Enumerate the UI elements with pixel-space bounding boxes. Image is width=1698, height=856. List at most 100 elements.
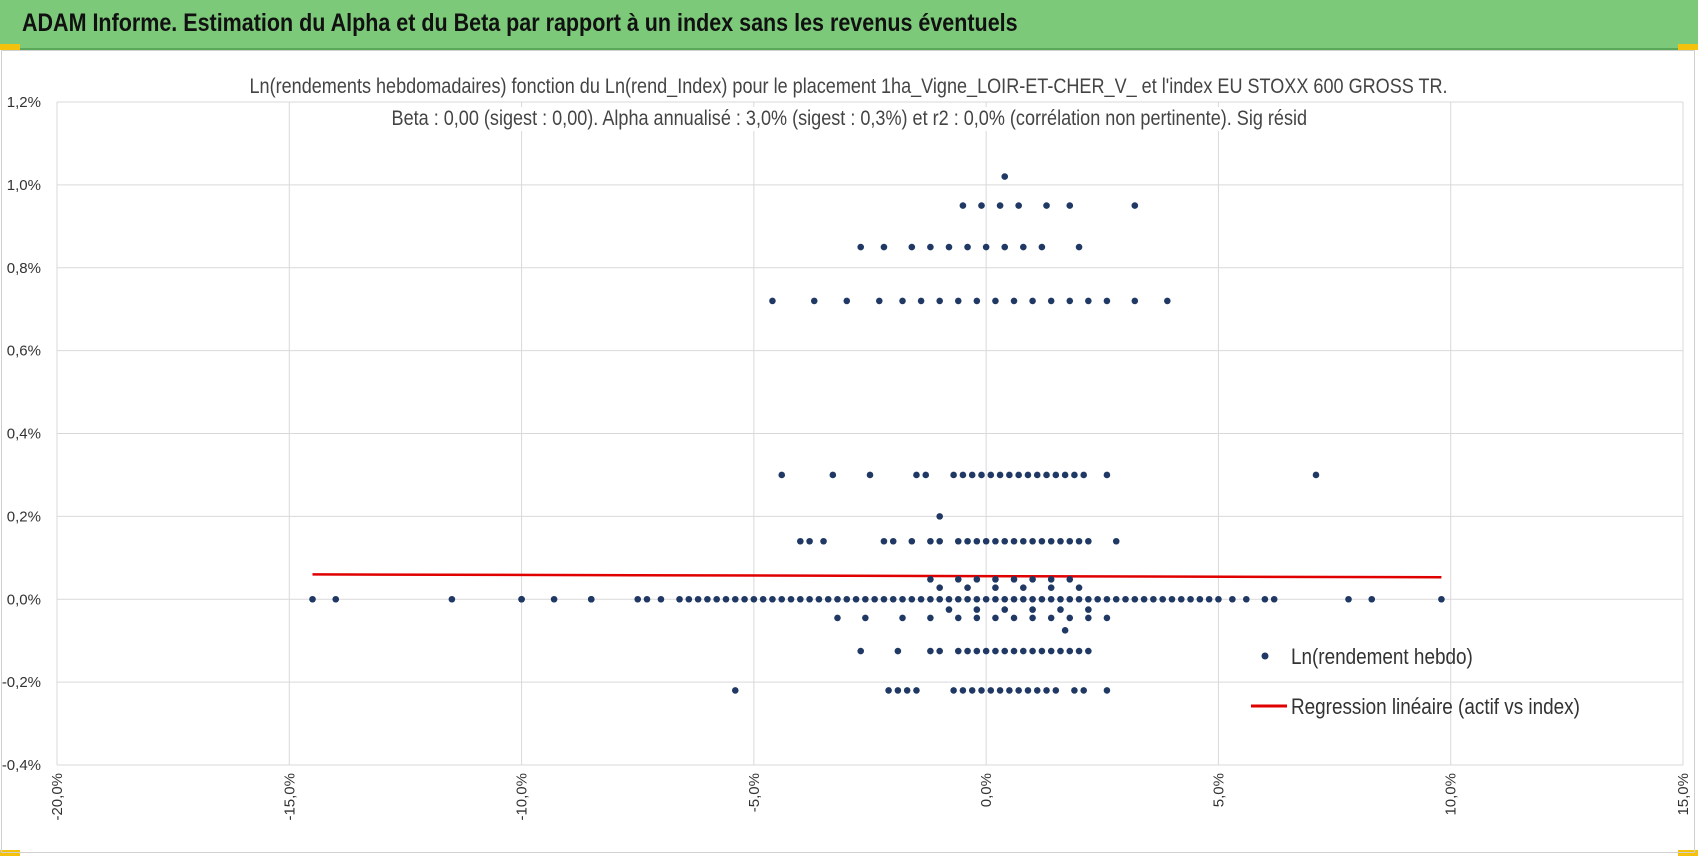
regression-line: [312, 573, 1442, 579]
data-point: [1103, 614, 1111, 622]
data-point: [634, 595, 642, 603]
data-point: [880, 537, 888, 545]
data-point: [982, 647, 990, 655]
data-point: [950, 687, 957, 694]
data-point: [1010, 576, 1018, 583]
data-point: [913, 687, 920, 694]
data-point: [1112, 537, 1120, 545]
data-point: [996, 471, 1004, 479]
data-point: [309, 595, 316, 603]
data-point: [927, 243, 934, 251]
data-point: [1029, 614, 1036, 622]
data-point: [1001, 606, 1009, 613]
data-point: [954, 576, 962, 583]
data-point: [1066, 614, 1074, 622]
data-point: [1024, 471, 1032, 479]
data-point: [889, 595, 897, 603]
data-point: [1071, 687, 1078, 694]
data-point: [964, 595, 971, 603]
data-point: [982, 243, 990, 251]
data-point: [875, 297, 883, 305]
data-point: [1066, 576, 1074, 583]
data-point: [1164, 297, 1171, 305]
data-point: [810, 297, 818, 305]
data-point: [1033, 471, 1041, 479]
data-point: [903, 687, 911, 694]
data-point: [1015, 202, 1022, 209]
data-point: [1038, 243, 1046, 251]
data-point: [843, 595, 851, 603]
data-point: [899, 595, 906, 603]
data-point: [936, 584, 943, 591]
data-point: [1140, 595, 1148, 603]
data-point: [778, 595, 786, 603]
data-point: [806, 537, 813, 545]
data-point: [1020, 595, 1027, 603]
data-point: [1085, 297, 1092, 305]
data-point: [1047, 297, 1055, 305]
data-point: [1243, 595, 1250, 603]
data-point: [1061, 471, 1069, 479]
data-point: [1075, 243, 1083, 251]
data-point: [1001, 537, 1009, 545]
data-point: [769, 595, 776, 603]
data-point: [1159, 595, 1166, 603]
data-point: [1029, 647, 1036, 655]
data-point: [992, 595, 999, 603]
data-point: [964, 647, 971, 655]
data-point: [759, 595, 767, 603]
data-point: [797, 537, 804, 545]
data-point: [1312, 471, 1320, 479]
data-point: [1033, 687, 1041, 694]
data-point: [954, 595, 962, 603]
data-point: [676, 595, 683, 603]
y-tick-label: 0,0%: [7, 591, 41, 608]
data-point: [862, 595, 869, 603]
data-point: [1020, 243, 1027, 251]
data-point: [1001, 243, 1009, 251]
data-point: [1075, 595, 1083, 603]
x-tick-label: -15,0%: [281, 773, 298, 821]
y-tick-label: 0,8%: [7, 260, 41, 277]
data-point: [824, 595, 832, 603]
data-point: [973, 647, 981, 655]
data-point: [987, 687, 995, 694]
data-point: [992, 614, 999, 622]
data-point: [992, 297, 999, 305]
data-point: [1047, 614, 1055, 622]
data-point: [1205, 595, 1213, 603]
data-point: [797, 595, 804, 603]
data-point: [1006, 687, 1013, 694]
data-point: [1043, 687, 1050, 694]
x-tick-label: -10,0%: [514, 773, 531, 821]
data-point: [945, 606, 953, 613]
data-point: [992, 647, 999, 655]
data-point: [1131, 202, 1139, 209]
data-point: [1061, 627, 1069, 634]
data-point: [917, 595, 925, 603]
data-point: [927, 537, 934, 545]
data-point: [973, 576, 981, 583]
data-point: [1066, 202, 1074, 209]
data-point: [908, 537, 916, 545]
data-point: [1038, 537, 1046, 545]
data-point: [1029, 297, 1036, 305]
data-point: [973, 297, 981, 305]
data-point: [880, 243, 888, 251]
chart-title: Ln(rendements hebdomadaires) fonction du…: [0, 75, 1698, 99]
data-point: [973, 537, 981, 545]
data-point: [1177, 595, 1185, 603]
data-point: [1075, 584, 1083, 591]
data-point: [778, 471, 786, 479]
data-point: [936, 537, 943, 545]
data-point: [1038, 595, 1046, 603]
data-point: [992, 576, 999, 583]
data-point: [945, 595, 953, 603]
data-point: [857, 243, 865, 251]
data-point: [704, 595, 711, 603]
data-point: [852, 595, 860, 603]
data-point: [1122, 595, 1129, 603]
data-point: [1047, 647, 1055, 655]
data-point: [959, 471, 967, 479]
data-point: [787, 595, 795, 603]
